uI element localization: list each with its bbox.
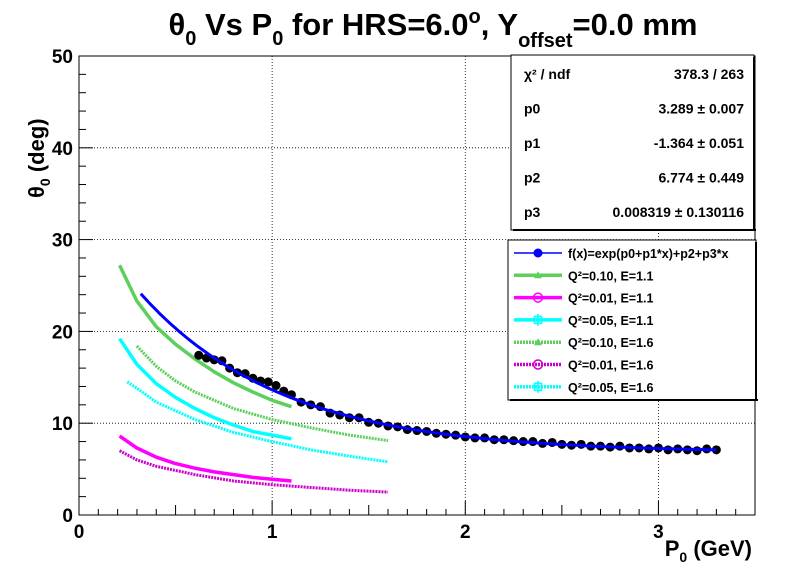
stats-value: 0.008319 ± 0.130116 xyxy=(613,204,745,220)
series-line-1 xyxy=(118,264,293,409)
legend-item-5: Q²=0.10, E=1.6 xyxy=(514,336,654,350)
stats-value: 6.774 ± 0.449 xyxy=(658,170,744,186)
legend-marker xyxy=(533,248,543,258)
xlabel-main: P xyxy=(665,536,680,561)
series-line-2 xyxy=(118,434,292,483)
xlabel-sub: 0 xyxy=(679,549,687,565)
stats-value: 3.289 ± 0.007 xyxy=(658,101,744,117)
title-sub0: 0 xyxy=(185,28,196,50)
series-line-3 xyxy=(118,337,292,441)
title-theta: θ xyxy=(168,7,185,42)
legend-label: f(x)=exp(p0+p1*x)+p2+p3*x xyxy=(568,247,729,261)
x-tick-label: 2 xyxy=(460,522,471,543)
x-tick-label: 3 xyxy=(653,522,664,543)
stats-label: p3 xyxy=(524,204,541,220)
stats-label: χ² / ndf xyxy=(524,66,570,82)
series-line-4 xyxy=(135,345,389,443)
legend-label: Q²=0.10, E=1.6 xyxy=(568,336,654,350)
series-layer xyxy=(118,264,389,494)
data-point xyxy=(263,377,273,387)
legend-marker xyxy=(532,359,544,370)
stats-value: -1.364 ± 0.051 xyxy=(654,135,744,151)
title-part3: , Y xyxy=(481,7,519,42)
legend-marker xyxy=(534,271,542,279)
legend-item-3: Q²=0.01, E=1.1 xyxy=(514,292,654,306)
legend-item-6: Q²=0.01, E=1.6 xyxy=(514,359,654,373)
legend-marker xyxy=(534,338,542,346)
x-tick-label: 1 xyxy=(267,522,278,543)
legend-label: Q²=0.05, E=1.6 xyxy=(568,381,654,395)
fit-curve-layer xyxy=(139,292,717,452)
y-tick-label: 10 xyxy=(52,414,73,435)
series-line-5 xyxy=(118,449,389,494)
title-part4: =0.0 mm xyxy=(573,7,698,42)
y-axis-label: θ0 (deg) xyxy=(24,118,53,198)
stats-label: p0 xyxy=(524,101,541,117)
data-point xyxy=(271,381,281,391)
legend-item-2: Q²=0.10, E=1.1 xyxy=(514,269,654,283)
legend-marker xyxy=(532,292,544,303)
fit-curve xyxy=(139,292,717,452)
ylabel-rest: (deg) xyxy=(24,118,49,178)
y-tick-label: 30 xyxy=(52,231,73,252)
stats-label: p2 xyxy=(524,170,541,186)
y-tick-label: 50 xyxy=(52,47,73,68)
stats-box: χ² / ndf 378.3 / 263 p0 3.289 ± 0.007 p1 -1.3… xyxy=(510,54,756,231)
series-line-6 xyxy=(126,380,389,464)
stats-value: 378.3 / 263 xyxy=(674,66,744,82)
legend-label: Q²=0.01, E=1.1 xyxy=(568,292,654,306)
stats-label: p1 xyxy=(524,135,541,151)
title-part2: for HRS=6.0 xyxy=(283,7,468,42)
legend-label: Q²=0.10, E=1.1 xyxy=(568,269,654,283)
data-point xyxy=(194,350,204,360)
title-deg: o xyxy=(469,6,481,28)
ylabel-main: θ xyxy=(24,186,49,198)
title-sub1: 0 xyxy=(272,28,283,50)
legend-label: Q²=0.01, E=1.6 xyxy=(568,359,654,373)
chart-title: θ0 Vs P0 for HRS=6.0o, Yoffset=0.0 mm xyxy=(168,6,697,52)
title-part1: Vs P xyxy=(196,7,272,42)
x-tick-label: 0 xyxy=(74,522,85,543)
x-axis-label: P0 (GeV) xyxy=(665,536,752,565)
legend-item-7: Q²=0.05, E=1.6 xyxy=(514,380,654,395)
legend-item-4: Q²=0.05, E=1.1 xyxy=(514,313,654,328)
y-tick-label: 40 xyxy=(52,139,73,160)
y-tick-label: 0 xyxy=(62,506,73,527)
xlabel-rest: (GeV) xyxy=(687,536,752,561)
ylabel-sub: 0 xyxy=(37,178,53,186)
y-tick-label: 20 xyxy=(52,322,73,343)
legend-item-1: f(x)=exp(p0+p1*x)+p2+p3*x xyxy=(514,247,729,261)
legend-box: f(x)=exp(p0+p1*x)+p2+p3*x Q²=0.10, E=1.1 Q… xyxy=(507,239,758,401)
title-sub2: offset xyxy=(518,30,573,52)
legend-label: Q²=0.05, E=1.1 xyxy=(568,314,654,328)
